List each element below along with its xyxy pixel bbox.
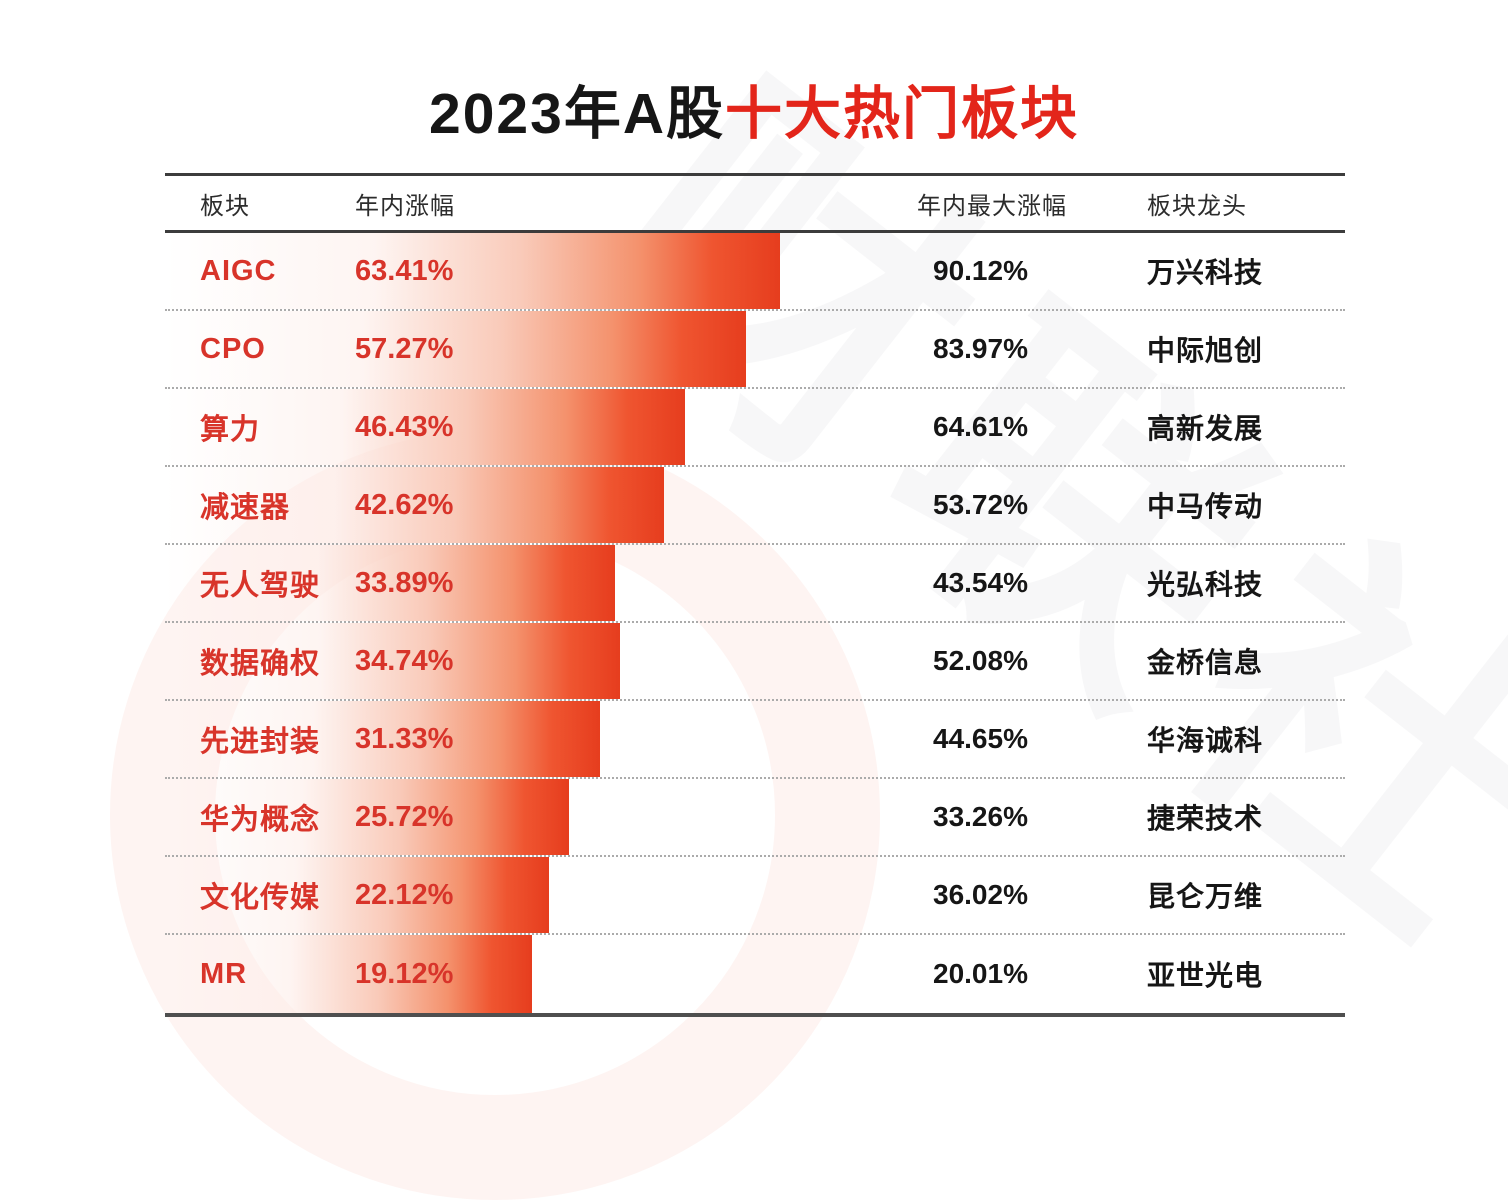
sector-name-cell: 华为概念	[200, 804, 321, 836]
table-row: MR 19.12% 20.01% 亚世光电	[165, 935, 1345, 1013]
leader-stock-cell: 中马传动	[1147, 491, 1264, 522]
ytd-gain-bar	[165, 233, 781, 309]
sector-name-cell: 算力	[200, 414, 261, 446]
ytd-gain-cell: 25.72%	[355, 800, 454, 833]
leader-stock-cell: 万兴科技	[1147, 257, 1264, 288]
table-row: AIGC 63.41% 90.12% 万兴科技	[165, 233, 1345, 311]
sector-name-cell: 先进封装	[200, 726, 321, 758]
leader-stock-cell: 昆仑万维	[1147, 881, 1264, 912]
leader-stock-cell: 捷荣技术	[1147, 803, 1264, 834]
table-row: 文化传媒 22.12% 36.02% 昆仑万维	[165, 857, 1345, 935]
ytd-gain-cell: 33.89%	[355, 566, 454, 599]
ytd-gain-cell: 63.41%	[355, 254, 454, 287]
sector-name-cell: CPO	[200, 332, 266, 365]
leader-stock-cell: 中际旭创	[1147, 335, 1264, 366]
leader-stock-cell: 光弘科技	[1147, 569, 1264, 600]
leader-stock-cell: 亚世光电	[1147, 960, 1264, 991]
ytd-gain-bar	[165, 701, 601, 777]
sector-name-cell: AIGC	[200, 254, 277, 287]
ytd-gain-bar	[165, 935, 533, 1013]
sector-name-cell: 减速器	[200, 492, 291, 524]
ytd-gain-bar	[165, 857, 549, 933]
table-row: 算力 46.43% 64.61% 高新发展	[165, 389, 1345, 467]
table-row: 数据确权 34.74% 52.08% 金桥信息	[165, 623, 1345, 701]
leader-stock-cell: 金桥信息	[1147, 647, 1264, 678]
ytd-gain-bar	[165, 623, 620, 699]
max-gain-cell: 64.61%	[933, 411, 1028, 442]
sector-name-cell: 无人驾驶	[200, 570, 321, 602]
page-title: 2023年A股十大热门板块	[0, 68, 1508, 150]
ytd-gain-cell: 19.12%	[355, 957, 454, 990]
leader-stock-cell: 华海诚科	[1147, 725, 1264, 756]
table-row: 华为概念 25.72% 33.26% 捷荣技术	[165, 779, 1345, 857]
max-gain-cell: 53.72%	[933, 489, 1028, 520]
ytd-gain-bar	[165, 467, 664, 543]
ytd-gain-cell: 22.12%	[355, 878, 454, 911]
table-row: 先进封装 31.33% 44.65% 华海诚科	[165, 701, 1345, 779]
max-gain-cell: 43.54%	[933, 567, 1028, 598]
sector-ranking-table: 板块 年内涨幅 年内最大涨幅 板块龙头 AIGC 63.41% 90.12% 万兴科技…	[165, 173, 1345, 1017]
ytd-gain-cell: 57.27%	[355, 332, 454, 365]
max-gain-cell: 90.12%	[933, 255, 1028, 286]
table-row: CPO 57.27% 83.97% 中际旭创	[165, 311, 1345, 389]
table-rows: AIGC 63.41% 90.12% 万兴科技 CPO 57.27% 83.97% 中际旭创算…	[165, 233, 1345, 1017]
max-gain-cell: 83.97%	[933, 333, 1028, 364]
ytd-gain-bar	[165, 311, 746, 387]
leader-stock-cell: 高新发展	[1147, 413, 1264, 444]
max-gain-cell: 33.26%	[933, 801, 1028, 832]
max-gain-cell: 44.65%	[933, 723, 1028, 754]
sector-name-cell: 文化传媒	[200, 882, 321, 914]
column-header-sector: 板块	[200, 192, 250, 220]
table-row: 无人驾驶 33.89% 43.54% 光弘科技	[165, 545, 1345, 623]
title-prefix: 2023年A股	[429, 82, 725, 146]
column-header-leader: 板块龙头	[1147, 192, 1247, 220]
table-row: 减速器 42.62% 53.72% 中马传动	[165, 467, 1345, 545]
column-header-max-gain: 年内最大涨幅	[917, 192, 1067, 220]
sector-name-cell: 数据确权	[200, 648, 321, 680]
ytd-gain-cell: 42.62%	[355, 488, 454, 521]
ytd-gain-cell: 34.74%	[355, 644, 454, 677]
sector-name-cell: MR	[200, 957, 248, 990]
max-gain-cell: 36.02%	[933, 879, 1028, 910]
ytd-gain-bar	[165, 389, 686, 465]
table-header: 板块 年内涨幅 年内最大涨幅 板块龙头	[165, 173, 1345, 233]
column-header-ytd-gain: 年内涨幅	[355, 192, 455, 220]
ytd-gain-cell: 31.33%	[355, 722, 454, 755]
ytd-gain-cell: 46.43%	[355, 410, 454, 443]
title-highlight: 十大热门板块	[724, 82, 1079, 146]
max-gain-cell: 52.08%	[933, 645, 1028, 676]
ytd-gain-bar	[165, 545, 615, 621]
ytd-gain-bar	[165, 779, 570, 855]
max-gain-cell: 20.01%	[933, 958, 1028, 989]
